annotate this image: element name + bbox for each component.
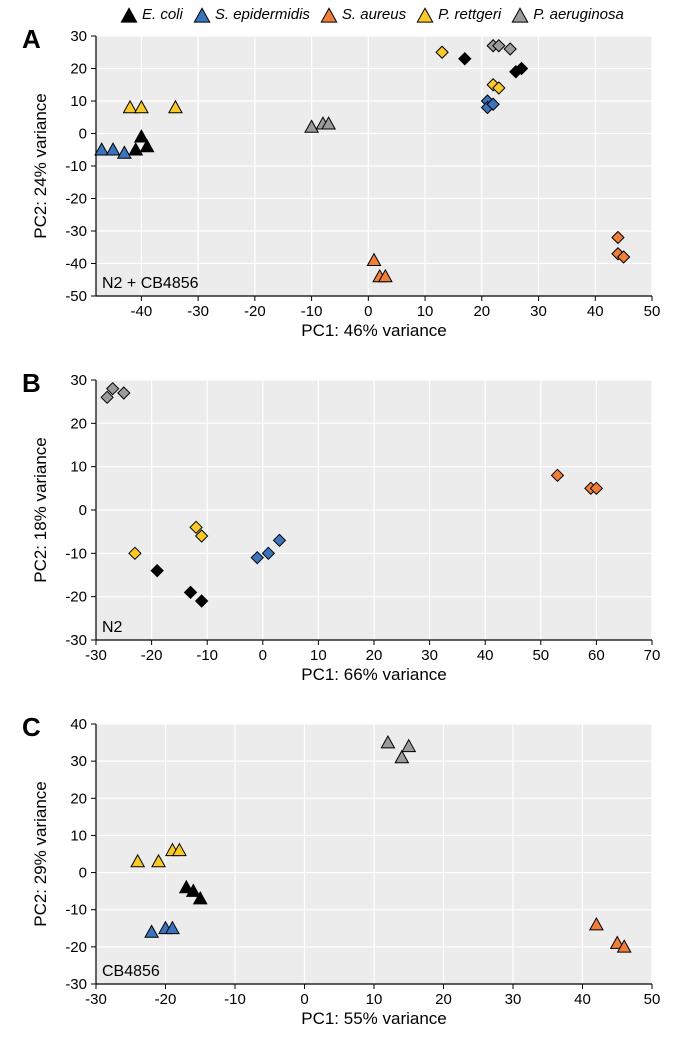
x-axis-title: PC1: 55% variance — [301, 1009, 447, 1024]
legend-item: P. aeruginosa — [511, 6, 624, 23]
x-tick-label: 10 — [310, 647, 327, 664]
legend-label: P. aeruginosa — [533, 6, 624, 23]
x-axis-title: PC1: 66% variance — [301, 665, 447, 680]
y-tick-label: 20 — [70, 415, 87, 432]
y-tick-label: 20 — [70, 790, 87, 807]
pca-figure: E. coli S. epidermidis S. aureus P. rettger… — [0, 0, 685, 1048]
legend-item: P. rettgeri — [416, 6, 501, 23]
x-tick-label: 30 — [530, 303, 547, 320]
legend-label: S. aureus — [342, 6, 406, 23]
x-tick-label: 10 — [417, 303, 434, 320]
panel-B: -30 -20 -10 0 10 20 30 40 50 60 70 -30 -20 -10 0 10 20 30… — [20, 370, 660, 680]
x-tick-label: -30 — [85, 991, 107, 1008]
panel-letter: A — [22, 26, 41, 54]
x-tick-label: 40 — [477, 647, 494, 664]
x-tick-label: -20 — [244, 303, 266, 320]
legend-marker-icon — [193, 7, 211, 23]
x-tick-label: 30 — [505, 991, 522, 1008]
x-tick-label: 10 — [366, 991, 383, 1008]
panel-inner-label: N2 + CB4856 — [102, 275, 199, 292]
legend-item: E. coli — [120, 6, 183, 23]
y-tick-label: 10 — [70, 827, 87, 844]
y-tick-label: -20 — [65, 939, 87, 956]
y-tick-label: -10 — [65, 158, 87, 175]
legend-marker-icon — [511, 7, 529, 23]
x-tick-label: 60 — [588, 647, 605, 664]
y-tick-label: 20 — [70, 61, 87, 78]
y-tick-label: -50 — [65, 288, 87, 305]
y-tick-label: 0 — [79, 865, 87, 882]
legend: E. coli S. epidermidis S. aureus P. rettger… — [120, 6, 624, 23]
x-tick-label: 40 — [587, 303, 604, 320]
x-tick-label: -30 — [187, 303, 209, 320]
y-tick-label: -30 — [65, 976, 87, 993]
legend-label: S. epidermidis — [215, 6, 310, 23]
legend-marker-icon — [120, 7, 138, 23]
x-tick-label: 20 — [473, 303, 490, 320]
y-tick-label: 0 — [79, 502, 87, 519]
y-axis-title: PC2: 18% variance — [31, 437, 50, 583]
y-tick-label: -10 — [65, 902, 87, 919]
legend-marker-icon — [416, 7, 434, 23]
x-tick-label: -20 — [141, 647, 163, 664]
y-axis-title: PC2: 29% variance — [31, 781, 50, 927]
legend-label: E. coli — [142, 6, 183, 23]
x-tick-label: -20 — [155, 991, 177, 1008]
y-axis-title: PC2: 24% variance — [31, 93, 50, 239]
x-tick-label: 0 — [300, 991, 308, 1008]
x-tick-label: 40 — [574, 991, 591, 1008]
x-tick-label: -10 — [301, 303, 323, 320]
panel-letter: C — [22, 714, 41, 742]
x-tick-label: 50 — [644, 303, 660, 320]
legend-marker-icon — [320, 7, 338, 23]
panel-inner-label: N2 — [102, 619, 123, 636]
x-axis-title: PC1: 46% variance — [301, 321, 447, 336]
y-tick-label: 30 — [70, 372, 87, 389]
panel-A: -40 -30 -20 -10 0 10 20 30 40 50 -50 -40 -30 -20 -10 0 1… — [20, 26, 660, 336]
x-tick-label: 20 — [435, 991, 452, 1008]
x-tick-label: -10 — [196, 647, 218, 664]
y-tick-label: -20 — [65, 589, 87, 606]
y-tick-label: -20 — [65, 191, 87, 208]
legend-item: S. aureus — [320, 6, 406, 23]
y-tick-label: -30 — [65, 223, 87, 240]
x-tick-label: -30 — [85, 647, 107, 664]
x-tick-label: 30 — [421, 647, 438, 664]
x-tick-label: 0 — [364, 303, 372, 320]
x-tick-label: 20 — [366, 647, 383, 664]
y-tick-label: 0 — [79, 126, 87, 143]
panel-C: -30 -20 -10 0 10 20 30 40 50 -30 -20 -10 0 10 20 30 40 PC… — [20, 714, 660, 1024]
x-tick-label: 50 — [532, 647, 549, 664]
x-tick-label: -10 — [224, 991, 246, 1008]
panel-letter: B — [22, 370, 41, 398]
y-tick-label: 10 — [70, 93, 87, 110]
panel-inner-label: CB4856 — [102, 963, 160, 980]
y-tick-label: 10 — [70, 459, 87, 476]
y-tick-label: -30 — [65, 632, 87, 649]
y-tick-label: 30 — [70, 28, 87, 45]
y-tick-label: -10 — [65, 545, 87, 562]
x-tick-label: -40 — [131, 303, 153, 320]
legend-item: S. epidermidis — [193, 6, 310, 23]
x-tick-label: 0 — [259, 647, 267, 664]
y-tick-label: 40 — [70, 716, 87, 733]
legend-label: P. rettgeri — [438, 6, 501, 23]
x-tick-label: 50 — [644, 991, 660, 1008]
x-tick-label: 70 — [644, 647, 660, 664]
y-tick-label: -40 — [65, 256, 87, 273]
y-tick-label: 30 — [70, 753, 87, 770]
